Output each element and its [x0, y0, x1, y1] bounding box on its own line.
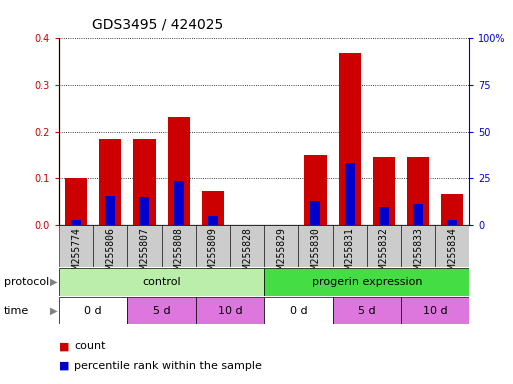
FancyBboxPatch shape — [59, 268, 264, 296]
Text: GSM255807: GSM255807 — [140, 227, 149, 280]
Text: GSM255774: GSM255774 — [71, 227, 81, 280]
FancyBboxPatch shape — [230, 225, 264, 267]
FancyBboxPatch shape — [93, 225, 127, 267]
Bar — [339, 53, 361, 225]
Text: GSM255834: GSM255834 — [447, 227, 457, 280]
FancyBboxPatch shape — [127, 297, 196, 324]
Bar — [71, 220, 81, 225]
Bar — [99, 139, 122, 225]
FancyBboxPatch shape — [401, 225, 435, 267]
Text: GSM255806: GSM255806 — [105, 227, 115, 280]
Text: 0 d: 0 d — [289, 306, 307, 316]
Text: ▶: ▶ — [50, 277, 58, 287]
Text: GDS3495 / 424025: GDS3495 / 424025 — [92, 17, 224, 31]
Text: GSM255829: GSM255829 — [277, 227, 286, 280]
Bar — [202, 191, 224, 225]
Bar — [174, 181, 184, 225]
Text: 5 d: 5 d — [153, 306, 170, 316]
Text: progerin expression: progerin expression — [311, 277, 422, 287]
Text: 0 d: 0 d — [84, 306, 102, 316]
FancyBboxPatch shape — [264, 268, 469, 296]
FancyBboxPatch shape — [435, 225, 469, 267]
Text: control: control — [142, 277, 181, 287]
Bar — [373, 157, 395, 225]
Bar — [304, 155, 327, 225]
Text: ■: ■ — [59, 361, 69, 371]
FancyBboxPatch shape — [59, 225, 93, 267]
FancyBboxPatch shape — [196, 225, 230, 267]
Bar — [413, 204, 423, 225]
Bar — [310, 201, 321, 225]
Bar — [133, 139, 155, 225]
Text: percentile rank within the sample: percentile rank within the sample — [74, 361, 262, 371]
FancyBboxPatch shape — [332, 297, 401, 324]
Text: ▶: ▶ — [50, 306, 58, 316]
Text: protocol: protocol — [4, 277, 49, 287]
Text: 10 d: 10 d — [218, 306, 242, 316]
FancyBboxPatch shape — [59, 297, 127, 324]
FancyBboxPatch shape — [162, 225, 196, 267]
Bar — [441, 194, 463, 225]
Text: GSM255808: GSM255808 — [174, 227, 184, 280]
FancyBboxPatch shape — [401, 297, 469, 324]
FancyBboxPatch shape — [332, 225, 367, 267]
Text: GSM255830: GSM255830 — [310, 227, 321, 280]
Bar — [105, 196, 115, 225]
Text: GSM255828: GSM255828 — [242, 227, 252, 280]
Text: 10 d: 10 d — [423, 306, 447, 316]
Text: 5 d: 5 d — [358, 306, 376, 316]
FancyBboxPatch shape — [127, 225, 162, 267]
Bar — [407, 157, 429, 225]
Bar — [65, 178, 87, 225]
Bar — [345, 162, 354, 225]
FancyBboxPatch shape — [264, 297, 332, 324]
Bar — [379, 207, 389, 225]
Bar — [168, 117, 190, 225]
Text: count: count — [74, 341, 106, 351]
Bar — [208, 216, 218, 225]
FancyBboxPatch shape — [299, 225, 332, 267]
Text: GSM255832: GSM255832 — [379, 227, 389, 280]
Bar — [140, 197, 149, 225]
Text: GSM255833: GSM255833 — [413, 227, 423, 280]
Text: ■: ■ — [59, 341, 69, 351]
Text: GSM255809: GSM255809 — [208, 227, 218, 280]
FancyBboxPatch shape — [367, 225, 401, 267]
Bar — [447, 220, 457, 225]
Text: GSM255831: GSM255831 — [345, 227, 354, 280]
FancyBboxPatch shape — [196, 297, 264, 324]
FancyBboxPatch shape — [264, 225, 299, 267]
Text: time: time — [4, 306, 29, 316]
